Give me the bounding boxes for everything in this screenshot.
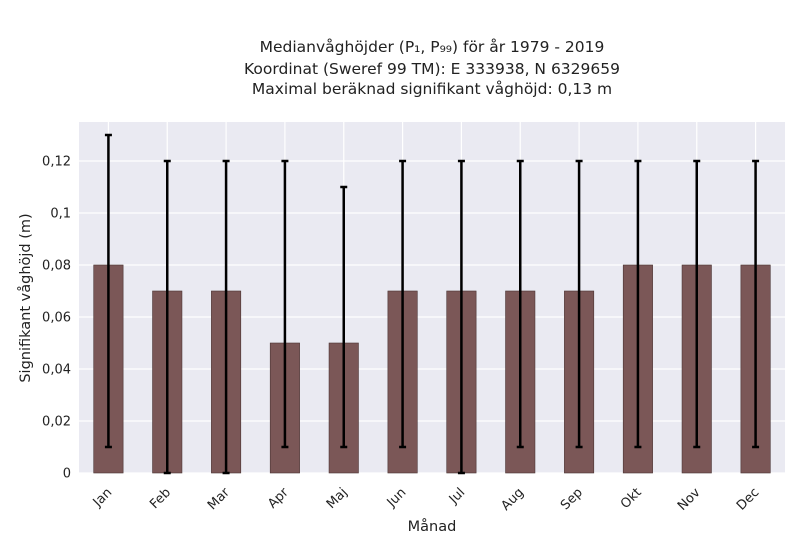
error-bar-aug <box>516 159 524 449</box>
x-tick-label-jan: Jan <box>90 485 115 510</box>
error-bar-okt <box>634 159 642 449</box>
x-tick-label-maj: Maj <box>324 485 351 512</box>
y-tick-label: 0,12 <box>42 155 71 170</box>
chart-title-line-3: Maximal beräknad signifikant våghöjd: 0,… <box>252 80 612 98</box>
x-tick-label-okt: Okt <box>618 485 645 512</box>
chart-title-line-1: Medianvåghöjder (P₁, P₉₉) för år 1979 - … <box>260 38 605 56</box>
error-bar-feb <box>163 159 171 475</box>
x-tick-label-sep: Sep <box>558 485 586 513</box>
error-bar-mar <box>222 159 230 475</box>
y-tick-label: 0 <box>63 467 71 482</box>
x-axis-ticks: Jan Feb Mar Apr Maj Jun Jul Aug Sep Okt Nov Dec <box>90 485 763 514</box>
x-tick-label-dec: Dec <box>734 485 762 513</box>
error-bar-jan <box>104 133 112 449</box>
chart-title: Medianvåghöjder (P₁, P₉₉) för år 1979 - … <box>244 38 620 98</box>
y-axis-ticks: 0 0,02 0,04 0,06 0,08 0,1 0,12 <box>42 155 71 482</box>
error-bar-maj <box>340 185 348 449</box>
y-tick-label: 0,06 <box>42 311 71 326</box>
y-tick-label: 0,02 <box>42 415 71 430</box>
y-tick-label: 0,1 <box>50 207 71 222</box>
y-tick-label: 0,04 <box>42 363 71 378</box>
error-bar-jun <box>399 159 407 449</box>
error-bar-sep <box>575 159 583 449</box>
x-tick-label-feb: Feb <box>147 485 174 512</box>
error-bars <box>104 133 760 475</box>
y-tick-label: 0,08 <box>42 259 71 274</box>
x-tick-label-jun: Jun <box>384 485 410 511</box>
chart-title-line-2: Koordinat (Sweref 99 TM): E 333938, N 63… <box>244 60 620 78</box>
x-tick-label-aug: Aug <box>499 485 528 514</box>
x-tick-label-nov: Nov <box>675 485 704 514</box>
x-tick-label-mar: Mar <box>205 485 233 513</box>
error-bar-dec <box>752 159 760 449</box>
x-tick-label-apr: Apr <box>265 485 292 512</box>
x-axis-label: Månad <box>408 518 457 535</box>
plot-area <box>79 122 785 473</box>
y-axis-label: Signifikant våghöjd (m) <box>17 213 34 382</box>
error-bar-apr <box>281 159 289 449</box>
error-bar-nov <box>693 159 701 449</box>
error-bar-jul <box>457 159 465 475</box>
x-tick-label-jul: Jul <box>446 485 468 507</box>
